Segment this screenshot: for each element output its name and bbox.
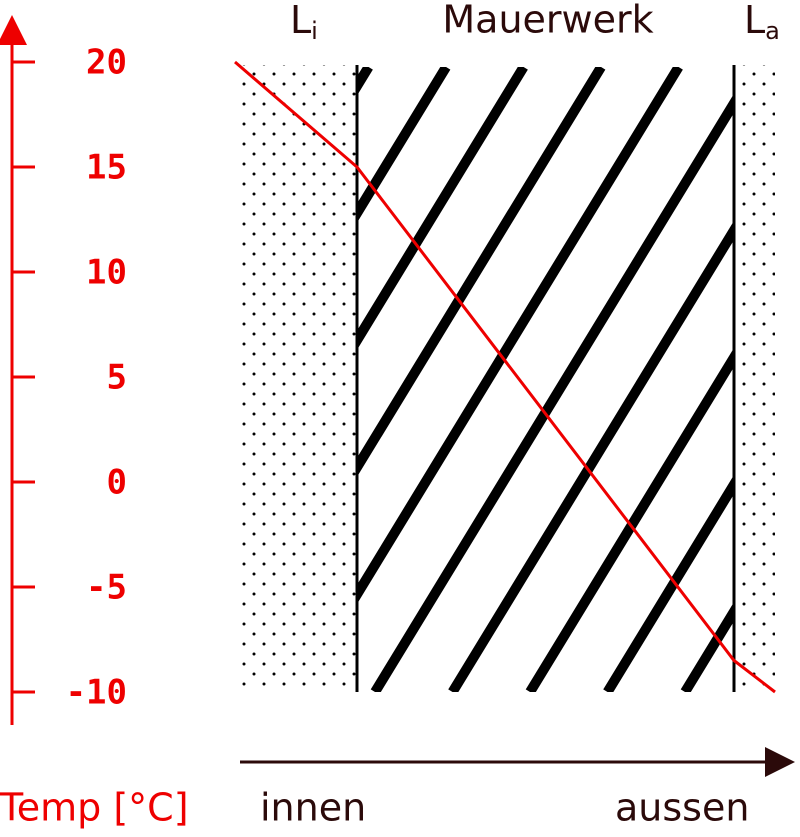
hatch-line — [603, 474, 734, 692]
x-end-label: aussen — [615, 786, 749, 830]
layer-label: Li — [290, 0, 318, 45]
hatch-line — [357, 67, 606, 477]
layer-label: La — [744, 0, 780, 45]
temperature-line — [234, 60, 776, 694]
wall-hatch — [357, 67, 734, 692]
y-tick-label: 5 — [107, 358, 127, 398]
hatch-line — [525, 347, 734, 692]
hatch-line — [357, 67, 528, 350]
y-tick-label: 20 — [86, 43, 127, 83]
y-tick-label: 0 — [107, 463, 127, 503]
hatch-line — [448, 220, 734, 692]
hatch-line — [357, 67, 683, 605]
x-start-label: innen — [260, 786, 366, 830]
hatch-line — [370, 93, 734, 692]
title: Mauerwerk — [442, 0, 653, 42]
y-tick-label: 15 — [86, 148, 127, 188]
y-label: Temp [°C] — [0, 786, 189, 830]
y-tick-label: -10 — [66, 673, 127, 713]
y-tick-label: 10 — [86, 253, 127, 293]
inner-air — [238, 65, 357, 692]
y-tick-label: -5 — [86, 568, 127, 608]
hatch-line — [357, 67, 451, 223]
outer-air — [734, 65, 775, 692]
